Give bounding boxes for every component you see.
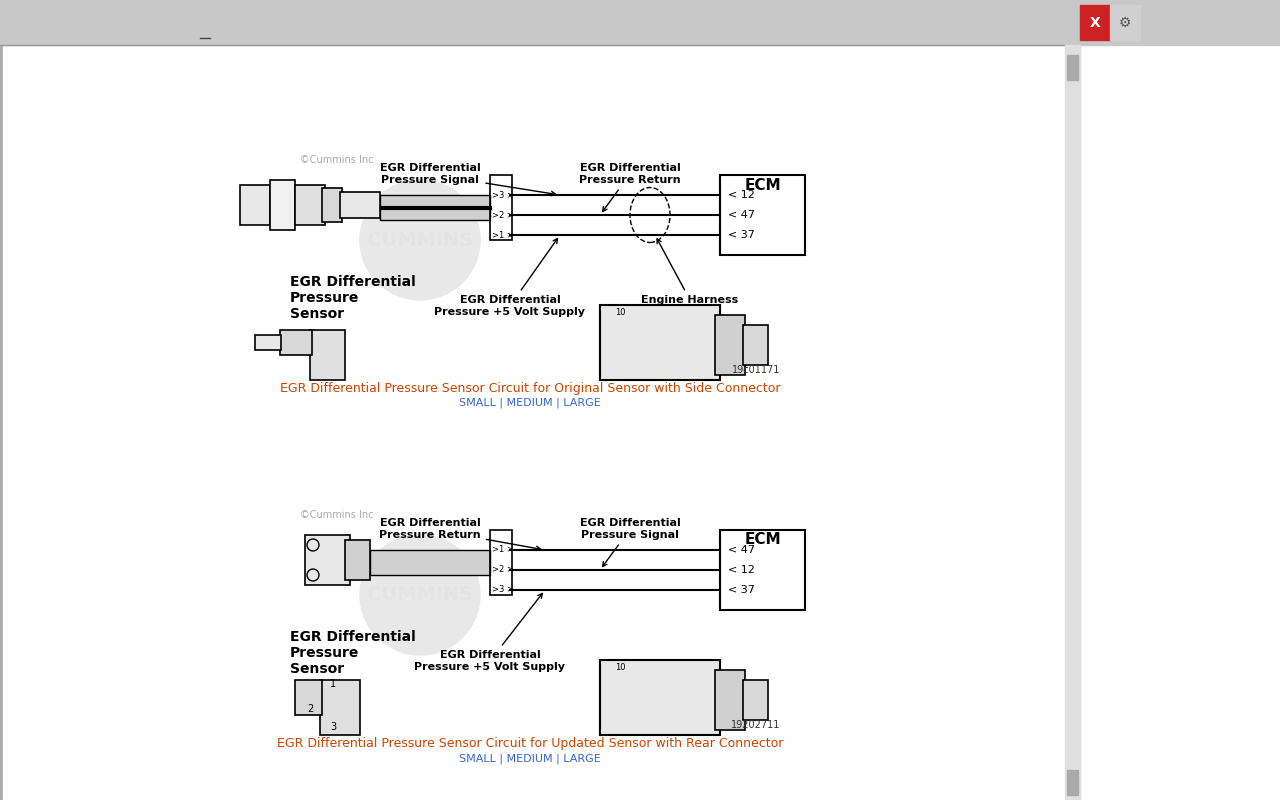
Circle shape xyxy=(360,535,480,655)
Bar xyxy=(490,530,512,595)
Bar xyxy=(0,0,3,800)
Text: >3 >: >3 > xyxy=(492,190,515,199)
Text: SMALL | MEDIUM | LARGE: SMALL | MEDIUM | LARGE xyxy=(460,753,600,763)
Text: 3: 3 xyxy=(330,722,337,732)
Bar xyxy=(305,535,349,585)
Text: < 47: < 47 xyxy=(728,545,755,555)
Bar xyxy=(380,195,490,220)
Text: >2 >: >2 > xyxy=(492,210,513,219)
Bar xyxy=(1065,0,1080,800)
Text: < 47: < 47 xyxy=(728,210,755,220)
Text: ECM: ECM xyxy=(744,533,781,547)
Text: SMALL | MEDIUM | LARGE: SMALL | MEDIUM | LARGE xyxy=(460,398,600,409)
Text: >3 >: >3 > xyxy=(492,586,515,594)
Bar xyxy=(1068,55,1078,80)
Circle shape xyxy=(360,180,480,300)
Bar xyxy=(1110,5,1140,40)
Bar xyxy=(0,0,1280,45)
Bar xyxy=(719,530,805,610)
Bar xyxy=(1068,770,1078,795)
Text: X: X xyxy=(1089,16,1101,30)
Text: 2: 2 xyxy=(307,704,314,714)
Bar xyxy=(320,680,360,735)
Text: ⚙: ⚙ xyxy=(1119,16,1132,30)
Text: EGR Differential
Pressure Signal: EGR Differential Pressure Signal xyxy=(380,163,556,196)
Text: < 37: < 37 xyxy=(728,585,755,595)
Bar xyxy=(600,660,719,735)
Bar xyxy=(742,325,768,365)
Bar xyxy=(490,175,512,240)
Bar xyxy=(370,550,490,575)
Bar xyxy=(1065,45,1080,800)
Text: >2 >: >2 > xyxy=(492,566,513,574)
Bar xyxy=(1080,5,1110,40)
Bar xyxy=(310,330,346,380)
Bar xyxy=(600,305,719,380)
Bar xyxy=(0,0,1280,40)
Bar xyxy=(716,315,745,375)
Text: 10: 10 xyxy=(614,663,626,672)
Bar xyxy=(280,330,312,355)
Text: 19202711: 19202711 xyxy=(731,720,780,730)
Text: CUMMINS: CUMMINS xyxy=(367,586,474,605)
Text: ©Cummins Inc: ©Cummins Inc xyxy=(300,510,374,520)
Bar xyxy=(1065,0,1280,15)
Bar xyxy=(294,680,323,715)
Text: < 12: < 12 xyxy=(728,565,755,575)
Bar xyxy=(294,185,325,225)
Text: ECM: ECM xyxy=(744,178,781,193)
Text: EGR Differential
Pressure Return: EGR Differential Pressure Return xyxy=(579,163,681,211)
Text: 1: 1 xyxy=(330,679,337,689)
Text: Engine Harness: Engine Harness xyxy=(641,239,739,305)
Bar xyxy=(323,188,342,222)
Bar xyxy=(340,192,380,218)
Text: EGR Differential
Pressure
Sensor: EGR Differential Pressure Sensor xyxy=(291,630,416,677)
Text: >1 >: >1 > xyxy=(492,230,513,239)
Text: EGR Differential Pressure Sensor Circuit for Updated Sensor with Rear Connector: EGR Differential Pressure Sensor Circuit… xyxy=(276,737,783,750)
Text: EGR Differential
Pressure Signal: EGR Differential Pressure Signal xyxy=(580,518,681,566)
Bar xyxy=(719,175,805,255)
Bar xyxy=(270,180,294,230)
Bar xyxy=(241,185,270,225)
Text: 10: 10 xyxy=(614,308,626,317)
Text: 19c01171: 19c01171 xyxy=(732,365,780,375)
Bar xyxy=(255,335,282,350)
Bar xyxy=(346,540,370,580)
Bar xyxy=(742,680,768,720)
Text: >1 >: >1 > xyxy=(492,546,513,554)
Bar xyxy=(1065,16,1280,30)
Text: EGR Differential
Pressure +5 Volt Supply: EGR Differential Pressure +5 Volt Supply xyxy=(434,238,585,317)
Text: EGR Differential Pressure Sensor Circuit for Original Sensor with Side Connector: EGR Differential Pressure Sensor Circuit… xyxy=(280,382,781,395)
Bar xyxy=(3,0,1065,800)
Text: ©Cummins Inc: ©Cummins Inc xyxy=(300,155,374,165)
Text: EGR Differential
Pressure Return: EGR Differential Pressure Return xyxy=(379,518,540,550)
Bar xyxy=(716,670,745,730)
Text: < 37: < 37 xyxy=(728,230,755,240)
Text: < 12: < 12 xyxy=(728,190,755,200)
Text: EGR Differential
Pressure
Sensor: EGR Differential Pressure Sensor xyxy=(291,275,416,322)
Text: CUMMINS: CUMMINS xyxy=(367,230,474,250)
Text: EGR Differential
Pressure +5 Volt Supply: EGR Differential Pressure +5 Volt Supply xyxy=(415,594,566,672)
